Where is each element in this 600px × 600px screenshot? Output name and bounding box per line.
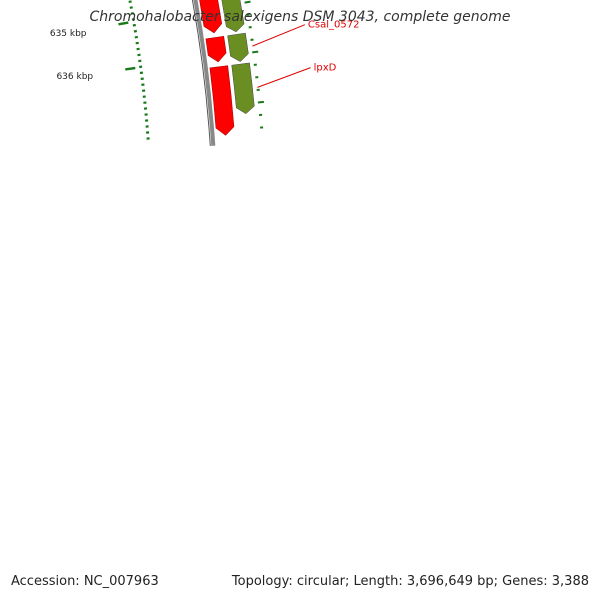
cds-track	[199, 0, 235, 136]
gene-labels: Csal_0567Csal_0568Csal_0569Csal_0570Csal…	[252, 20, 360, 88]
cds-arrow	[205, 35, 227, 63]
outer-tick	[257, 100, 264, 104]
gene-leader-line	[257, 67, 311, 88]
gene-arrow	[231, 62, 255, 115]
gene-track	[221, 0, 255, 115]
outer-tick	[244, 0, 251, 4]
skew-dot	[130, 12, 134, 15]
cds-arrow	[199, 0, 223, 34]
skew-dot	[129, 6, 133, 9]
skew-dot	[128, 0, 132, 3]
kbp-tick-label: 635 kbp	[50, 29, 87, 39]
gene-arrow	[221, 0, 245, 33]
skew-dot	[133, 29, 137, 33]
kbp-tick-mark	[125, 66, 136, 71]
skew-dot	[131, 18, 135, 21]
gene-label: lpxD	[314, 63, 337, 74]
backbone-ring	[193, 0, 216, 146]
gc-skew-track	[128, 0, 150, 140]
skew-dot	[137, 53, 141, 57]
skew-dot	[132, 23, 136, 27]
kbp-ticks: 627 kbp628 kbp629 kbp630 kbp631 kbp632 k…	[50, 0, 264, 129]
outer-tick	[252, 50, 259, 54]
skew-dot	[135, 41, 139, 45]
gene-leader-line	[252, 24, 306, 47]
accession-text: Accession: NC_007963	[9, 574, 161, 589]
backbone-track	[191, 0, 216, 147]
genome-stats-text: Topology: circular; Length: 3,696,649 bp…	[229, 574, 591, 589]
skew-dot	[134, 35, 138, 39]
map-title: Chromohalobacter salexigens DSM 3043, co…	[89, 9, 511, 25]
kbp-tick-label: 636 kbp	[56, 72, 93, 82]
outer-tick	[250, 38, 254, 41]
kbp-tick-mark	[118, 21, 129, 26]
outer-tick	[248, 26, 252, 29]
cds-arrow	[209, 65, 235, 136]
gene-label: Csal_0572	[308, 20, 360, 31]
gene-arrow	[227, 32, 249, 62]
backbone-shadow	[191, 0, 211, 147]
